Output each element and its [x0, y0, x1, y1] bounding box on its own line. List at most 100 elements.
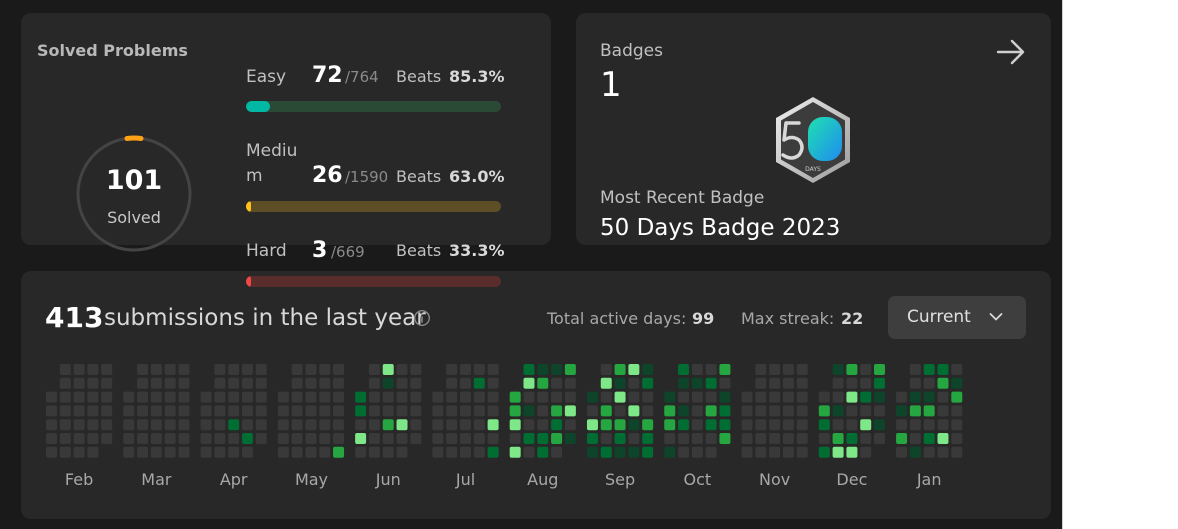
heatmap-day-cell[interactable]: [137, 391, 149, 403]
heatmap-day-cell[interactable]: [600, 446, 612, 458]
heatmap-day-cell[interactable]: [755, 391, 767, 403]
heatmap-day-cell[interactable]: [355, 405, 367, 417]
heatmap-day-cell[interactable]: [291, 433, 303, 444]
heatmap-day-cell[interactable]: [396, 391, 408, 403]
heatmap-day-cell[interactable]: [705, 377, 717, 389]
heatmap-day-cell[interactable]: [382, 446, 394, 458]
heatmap-day-cell[interactable]: [691, 391, 703, 403]
heatmap-day-cell[interactable]: [73, 364, 85, 375]
heatmap-day-cell[interactable]: [319, 391, 331, 403]
heatmap-day-cell[interactable]: [241, 433, 253, 444]
heatmap-day-cell[interactable]: [509, 446, 521, 458]
heatmap-day-cell[interactable]: [600, 391, 612, 403]
heatmap-day-cell[interactable]: [564, 433, 576, 444]
heatmap-day-cell[interactable]: [150, 377, 162, 389]
heatmap-day-cell[interactable]: [473, 377, 485, 389]
heatmap-day-cell[interactable]: [277, 405, 289, 417]
heatmap-day-cell[interactable]: [255, 419, 267, 431]
heatmap-day-cell[interactable]: [691, 377, 703, 389]
heatmap-day-cell[interactable]: [137, 364, 149, 375]
heatmap-day-cell[interactable]: [277, 446, 289, 458]
heatmap-day-cell[interactable]: [73, 391, 85, 403]
heatmap-day-cell[interactable]: [523, 446, 535, 458]
heatmap-day-cell[interactable]: [123, 419, 135, 431]
heatmap-day-cell[interactable]: [123, 446, 135, 458]
heatmap-day-cell[interactable]: [178, 419, 190, 431]
heatmap-day-cell[interactable]: [46, 405, 57, 417]
heatmap-day-cell[interactable]: [523, 433, 535, 444]
heatmap-day-cell[interactable]: [818, 419, 830, 431]
heatmap-day-cell[interactable]: [396, 405, 408, 417]
heatmap-day-cell[interactable]: [241, 419, 253, 431]
heatmap-day-cell[interactable]: [937, 364, 949, 375]
heatmap-day-cell[interactable]: [909, 364, 921, 375]
heatmap-day-cell[interactable]: [755, 364, 767, 375]
heatmap-day-cell[interactable]: [741, 419, 753, 431]
heatmap-day-cell[interactable]: [46, 433, 57, 444]
heatmap-day-cell[interactable]: [614, 377, 626, 389]
heatmap-day-cell[interactable]: [150, 419, 162, 431]
heatmap-day-cell[interactable]: [537, 364, 549, 375]
heatmap-day-cell[interactable]: [691, 405, 703, 417]
heatmap-day-cell[interactable]: [719, 391, 731, 403]
heatmap-day-cell[interactable]: [59, 364, 71, 375]
heatmap-day-cell[interactable]: [178, 446, 190, 458]
heatmap-day-cell[interactable]: [551, 433, 563, 444]
heatmap-day-cell[interactable]: [255, 391, 267, 403]
heatmap-day-cell[interactable]: [101, 391, 113, 403]
heatmap-day-cell[interactable]: [509, 433, 521, 444]
heatmap-day-cell[interactable]: [614, 446, 626, 458]
heatmap-day-cell[interactable]: [214, 364, 226, 375]
heatmap-day-cell[interactable]: [255, 433, 267, 444]
heatmap-day-cell[interactable]: [896, 446, 908, 458]
heatmap-day-cell[interactable]: [860, 405, 872, 417]
heatmap-day-cell[interactable]: [664, 446, 676, 458]
heatmap-day-cell[interactable]: [874, 405, 885, 417]
heatmap-day-cell[interactable]: [123, 433, 135, 444]
heatmap-day-cell[interactable]: [214, 391, 226, 403]
heatmap-day-cell[interactable]: [846, 419, 858, 431]
heatmap-day-cell[interactable]: [874, 377, 885, 389]
heatmap-day-cell[interactable]: [200, 446, 212, 458]
heatmap-day-cell[interactable]: [319, 405, 331, 417]
heatmap-day-cell[interactable]: [473, 391, 485, 403]
heatmap-day-cell[interactable]: [951, 364, 963, 375]
heatmap-day-cell[interactable]: [537, 405, 549, 417]
heatmap-day-cell[interactable]: [368, 391, 380, 403]
heatmap-day-cell[interactable]: [678, 377, 690, 389]
heatmap-day-cell[interactable]: [874, 433, 885, 444]
heatmap-day-cell[interactable]: [200, 433, 212, 444]
heatmap-day-cell[interactable]: [678, 391, 690, 403]
heatmap-day-cell[interactable]: [59, 419, 71, 431]
heatmap-day-cell[interactable]: [228, 391, 240, 403]
heatmap-day-cell[interactable]: [101, 419, 113, 431]
heatmap-day-cell[interactable]: [937, 391, 949, 403]
heatmap-day-cell[interactable]: [537, 446, 549, 458]
heatmap-day-cell[interactable]: [909, 433, 921, 444]
heatmap-day-cell[interactable]: [705, 364, 717, 375]
heatmap-day-cell[interactable]: [586, 405, 598, 417]
heatmap-day-cell[interactable]: [277, 433, 289, 444]
heatmap-day-cell[interactable]: [896, 405, 908, 417]
heatmap-day-cell[interactable]: [741, 405, 753, 417]
heatmap-day-cell[interactable]: [46, 391, 57, 403]
heatmap-day-cell[interactable]: [164, 446, 176, 458]
heatmap-day-cell[interactable]: [333, 405, 345, 417]
heatmap-day-cell[interactable]: [896, 391, 908, 403]
heatmap-day-cell[interactable]: [214, 419, 226, 431]
heatmap-day-cell[interactable]: [460, 433, 471, 444]
heatmap-day-cell[interactable]: [769, 405, 781, 417]
heatmap-day-cell[interactable]: [355, 391, 367, 403]
heatmap-day-cell[interactable]: [796, 364, 808, 375]
heatmap-day-cell[interactable]: [769, 377, 781, 389]
heatmap-day-cell[interactable]: [628, 391, 640, 403]
info-icon[interactable]: [413, 309, 431, 327]
heatmap-day-cell[interactable]: [228, 405, 240, 417]
heatmap-day-cell[interactable]: [782, 364, 794, 375]
heatmap-day-cell[interactable]: [664, 405, 676, 417]
heatmap-day-cell[interactable]: [523, 364, 535, 375]
heatmap-day-cell[interactable]: [628, 377, 640, 389]
heatmap-day-cell[interactable]: [691, 433, 703, 444]
heatmap-day-cell[interactable]: [277, 419, 289, 431]
heatmap-day-cell[interactable]: [137, 419, 149, 431]
